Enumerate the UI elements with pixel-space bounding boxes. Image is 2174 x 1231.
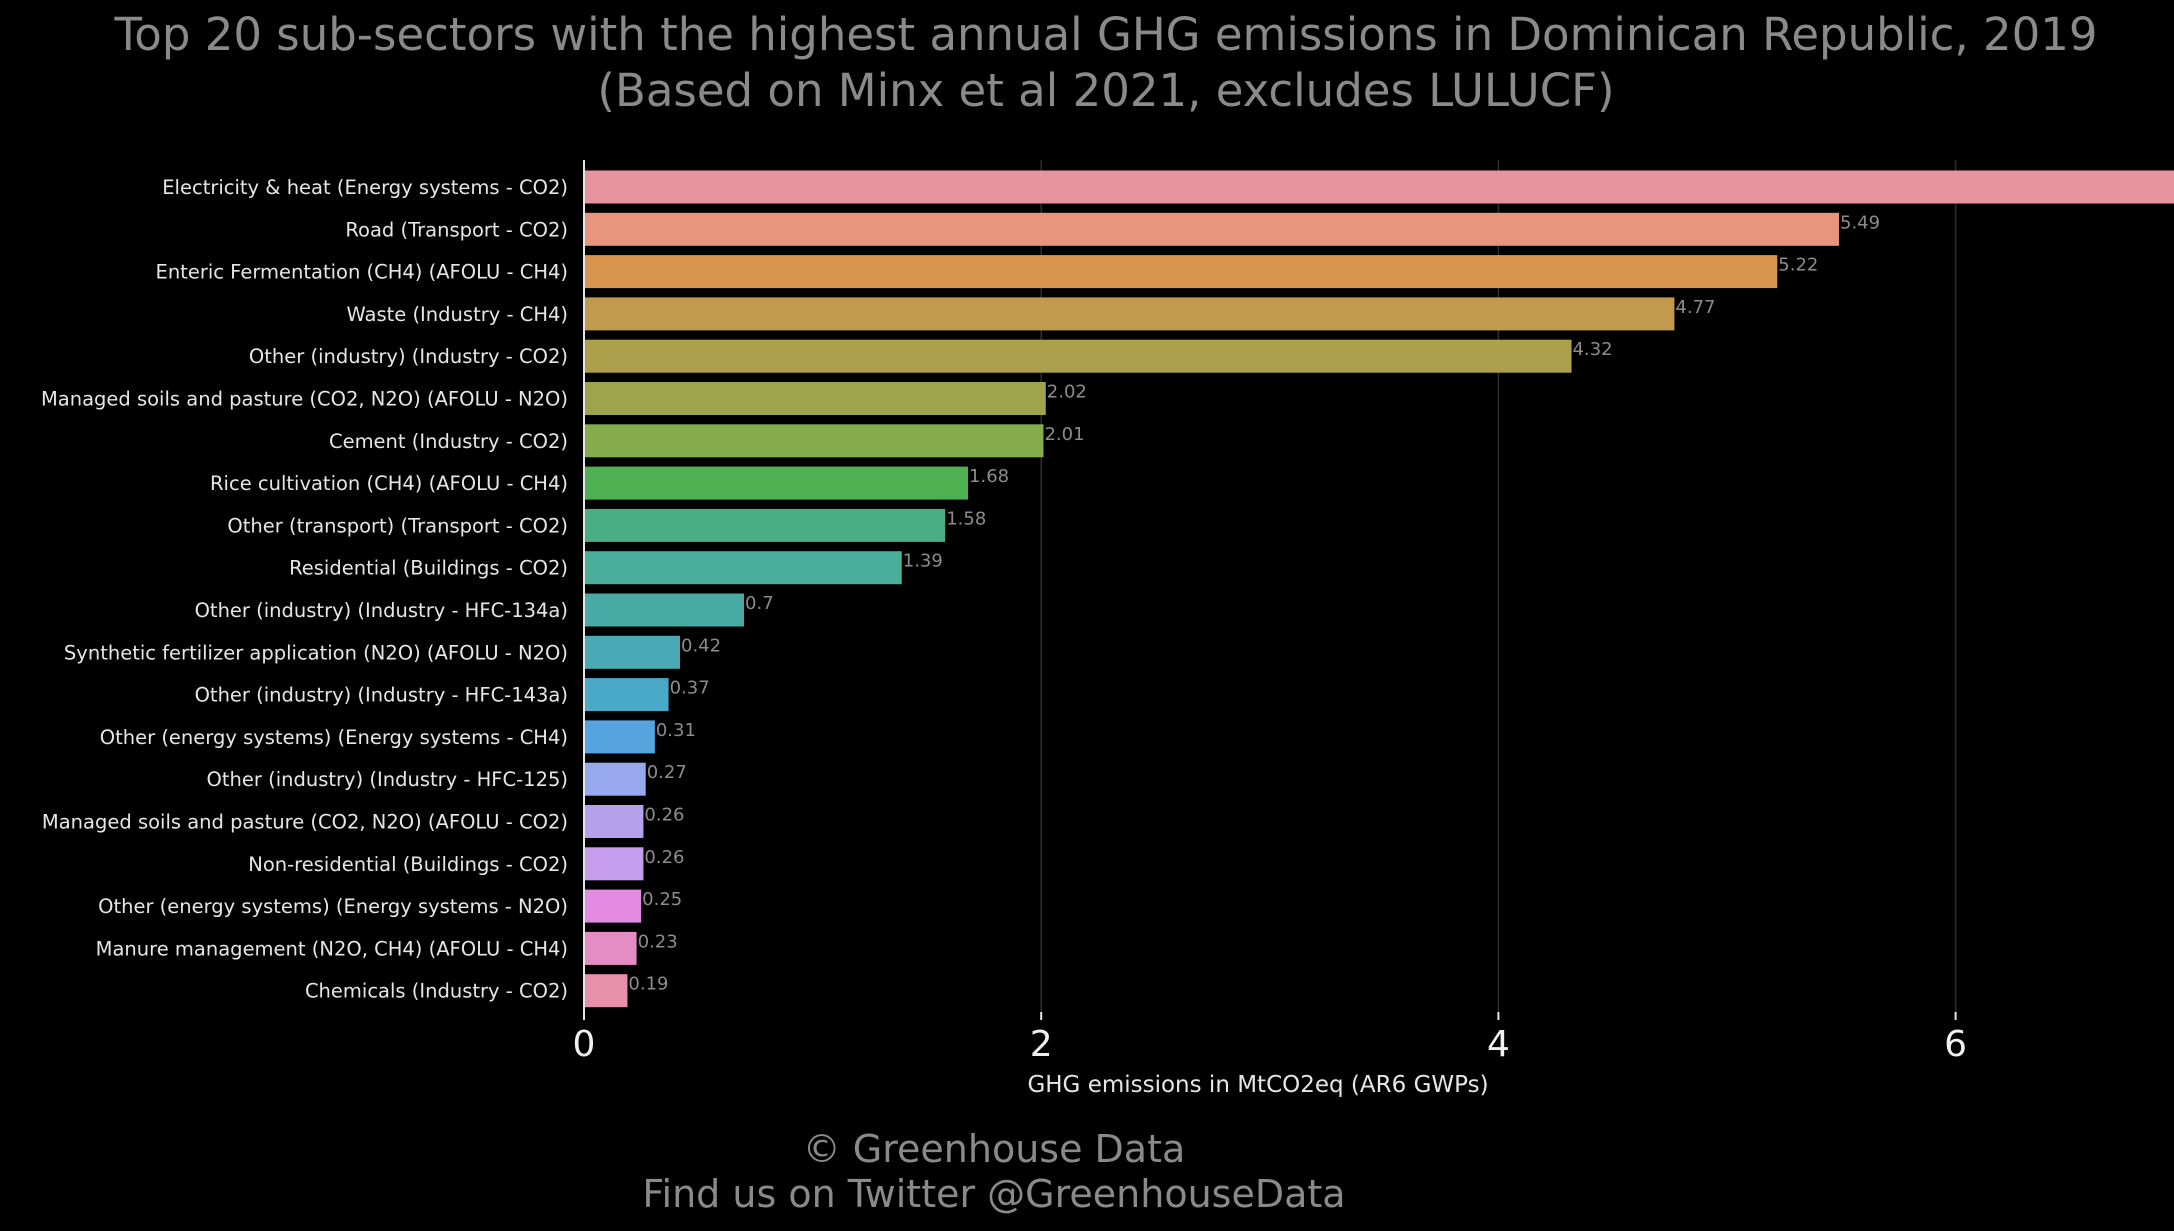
value-label: 2.01 bbox=[1044, 424, 1084, 445]
bar bbox=[584, 297, 1675, 331]
chart-title-line-2: (Based on Minx et al 2021, excludes LULU… bbox=[597, 64, 1614, 117]
category-labels: Electricity & heat (Energy systems - CO2… bbox=[41, 176, 568, 1003]
bar bbox=[584, 212, 1840, 246]
category-label: Other (industry) (Industry - HFC-134a) bbox=[195, 599, 568, 622]
category-label: Non-residential (Buildings - CO2) bbox=[248, 853, 568, 876]
bar bbox=[584, 635, 681, 669]
value-label: 5.49 bbox=[1840, 212, 1880, 233]
credit-line-1: © Greenhouse Data bbox=[803, 1127, 1186, 1171]
bar bbox=[584, 466, 969, 500]
x-tick-label: 6 bbox=[1944, 1024, 1967, 1065]
value-label: 0.23 bbox=[638, 931, 678, 952]
value-label: 0.26 bbox=[644, 847, 684, 868]
bar bbox=[584, 593, 745, 627]
value-label: 4.32 bbox=[1573, 339, 1613, 360]
x-tick-label: 4 bbox=[1487, 1024, 1510, 1065]
value-label: 0.7 bbox=[745, 593, 774, 614]
category-label: Other (industry) (Industry - HFC-125) bbox=[207, 768, 568, 791]
bar bbox=[584, 255, 1778, 289]
category-label: Road (Transport - CO2) bbox=[345, 218, 568, 241]
value-label: 0.25 bbox=[642, 889, 682, 910]
category-label: Electricity & heat (Energy systems - CO2… bbox=[162, 176, 568, 199]
category-label: Other (transport) (Transport - CO2) bbox=[227, 514, 568, 537]
value-label: 0.27 bbox=[647, 762, 687, 783]
category-label: Cement (Industry - CO2) bbox=[329, 430, 568, 453]
category-label: Synthetic fertilizer application (N2O) (… bbox=[64, 641, 568, 664]
category-label: Other (energy systems) (Energy systems -… bbox=[98, 895, 568, 918]
bar bbox=[584, 678, 669, 712]
category-label: Other (industry) (Industry - HFC-143a) bbox=[195, 684, 568, 707]
chart-title-line-1: Top 20 sub-sectors with the highest annu… bbox=[113, 8, 2097, 61]
category-label: Rice cultivation (CH4) (AFOLU - CH4) bbox=[210, 472, 568, 495]
value-label: 5.22 bbox=[1778, 255, 1818, 276]
bar bbox=[584, 974, 628, 1008]
bar bbox=[584, 424, 1044, 458]
x-axis-title: GHG emissions in MtCO2eq (AR6 GWPs) bbox=[1027, 1072, 1488, 1098]
bar bbox=[584, 805, 644, 838]
bar bbox=[584, 170, 2174, 204]
bar bbox=[584, 931, 637, 965]
bar bbox=[584, 339, 1572, 373]
value-label: 0.31 bbox=[656, 720, 696, 741]
value-label: 0.37 bbox=[670, 678, 710, 699]
credit-line-2: Find us on Twitter @GreenhouseData bbox=[642, 1172, 1345, 1216]
category-label: Chemicals (Industry - CO2) bbox=[305, 980, 568, 1003]
bars bbox=[584, 170, 2174, 1008]
bar bbox=[584, 847, 644, 881]
value-label: 4.77 bbox=[1675, 297, 1715, 318]
value-label: 1.39 bbox=[903, 551, 943, 572]
category-label: Manure management (N2O, CH4) (AFOLU - CH… bbox=[96, 937, 568, 960]
x-tick-label: 2 bbox=[1030, 1024, 1053, 1065]
category-label: Other (industry) (Industry - CO2) bbox=[249, 345, 568, 368]
x-axis-ticks: 024681012 bbox=[573, 160, 1967, 1065]
bar bbox=[584, 551, 902, 585]
category-label: Residential (Buildings - CO2) bbox=[289, 557, 568, 580]
category-label: Waste (Industry - CH4) bbox=[346, 303, 568, 326]
value-label: 0.42 bbox=[681, 635, 721, 656]
value-label: 1.68 bbox=[969, 466, 1009, 487]
bar bbox=[584, 508, 946, 542]
category-label: Other (energy systems) (Energy systems -… bbox=[100, 726, 568, 749]
bar bbox=[584, 889, 642, 923]
value-labels: 12.415.495.224.774.322.022.011.681.581.3… bbox=[628, 212, 1880, 995]
category-label: Enteric Fermentation (CH4) (AFOLU - CH4) bbox=[156, 261, 569, 284]
category-label: Managed soils and pasture (CO2, N2O) (AF… bbox=[41, 388, 568, 411]
bar bbox=[584, 762, 646, 796]
value-label: 1.58 bbox=[946, 508, 986, 529]
bar bbox=[584, 382, 1046, 415]
value-label: 2.02 bbox=[1047, 382, 1087, 403]
bar bbox=[584, 720, 655, 754]
x-tick-label: 0 bbox=[573, 1024, 596, 1065]
value-label: 0.26 bbox=[644, 805, 684, 826]
value-label: 0.19 bbox=[628, 974, 668, 995]
category-label: Managed soils and pasture (CO2, N2O) (AF… bbox=[42, 811, 568, 834]
